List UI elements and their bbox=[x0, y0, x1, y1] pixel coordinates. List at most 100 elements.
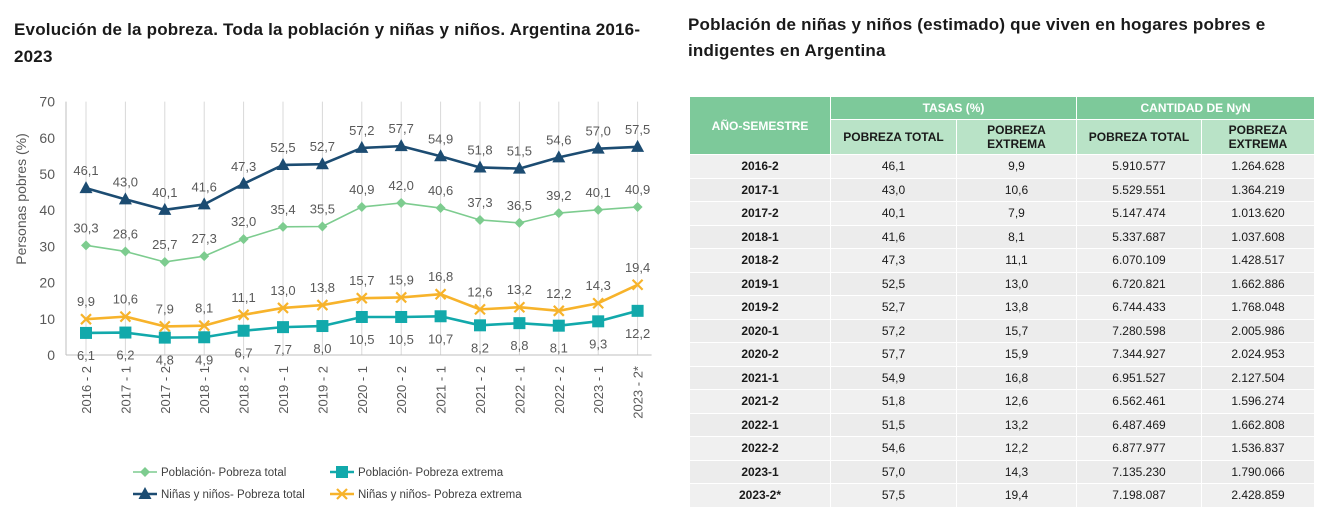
data-point bbox=[512, 161, 526, 174]
y-tick-label: 60 bbox=[39, 130, 55, 146]
table-cell: 9,9 bbox=[956, 154, 1077, 179]
header-count: CANTIDAD DE NyN bbox=[1075, 96, 1316, 120]
data-point bbox=[199, 251, 210, 262]
row-period: 2022-2 bbox=[689, 436, 831, 461]
data-label: 11,1 bbox=[231, 290, 255, 305]
x-tick-label: 2016 - 2 bbox=[79, 366, 94, 414]
table-cell: 1.364.219 bbox=[1200, 177, 1316, 202]
y-tick-label: 10 bbox=[39, 311, 55, 327]
data-point bbox=[592, 315, 605, 328]
data-label: 40,1 bbox=[152, 185, 177, 200]
data-point bbox=[513, 317, 526, 330]
data-point bbox=[394, 139, 408, 152]
table-cell: 2.127.504 bbox=[1200, 365, 1316, 390]
data-label: 54,9 bbox=[428, 131, 453, 146]
y-tick-label: 70 bbox=[39, 94, 55, 110]
header-count-total: POBREZA TOTAL bbox=[1076, 119, 1202, 155]
data-point bbox=[197, 197, 211, 210]
data-point bbox=[473, 160, 487, 173]
table-title: Población de niñas y niños (estimado) qu… bbox=[688, 15, 1266, 60]
table-cell: 12,6 bbox=[956, 389, 1077, 414]
data-point bbox=[158, 331, 171, 344]
row-period: 2018-2 bbox=[689, 248, 831, 273]
row-period: 2018-1 bbox=[689, 224, 831, 249]
table-cell: 16,8 bbox=[956, 365, 1077, 390]
table-cell: 5.147.474 bbox=[1076, 201, 1202, 226]
table-row: 2016-2 46,1 9,9 5.910.577 1.264.628 bbox=[689, 154, 1316, 179]
data-label: 6,2 bbox=[116, 348, 134, 363]
table-cell: 14,3 bbox=[956, 459, 1077, 484]
table-cell: 51,5 bbox=[830, 412, 957, 437]
row-period: 2019-2 bbox=[689, 295, 831, 320]
data-point bbox=[237, 309, 250, 321]
poverty-table: AÑO-SEMESTRE TASAS (%) CANTIDAD DE NyN P… bbox=[689, 96, 1316, 508]
table-cell: 13,0 bbox=[956, 271, 1077, 296]
table-cell: 57,0 bbox=[830, 459, 957, 484]
table-cell: 1.536.837 bbox=[1200, 436, 1316, 461]
data-label: 57,7 bbox=[389, 121, 414, 136]
x-tick-label: 2022 - 2 bbox=[552, 366, 567, 414]
x-tick-label: 2017 - 1 bbox=[118, 366, 133, 414]
data-point bbox=[631, 304, 644, 317]
data-point bbox=[395, 291, 407, 304]
table-cell: 6.720.821 bbox=[1076, 271, 1202, 296]
legend-label: Niñas y niños- Pobreza total bbox=[161, 489, 305, 501]
row-period: 2016-2 bbox=[689, 154, 831, 179]
data-point bbox=[276, 157, 290, 170]
data-point bbox=[591, 141, 605, 154]
data-point bbox=[237, 324, 250, 337]
data-point bbox=[356, 201, 367, 212]
table-cell: 6.877.977 bbox=[1076, 436, 1202, 461]
table-row: 2021-2 51,8 12,6 6.562.461 1.596.274 bbox=[689, 389, 1316, 414]
table-cell: 8,1 bbox=[956, 224, 1077, 249]
data-label: 54,6 bbox=[546, 132, 571, 147]
table-cell: 15,7 bbox=[956, 318, 1077, 343]
table-cell: 6.951.527 bbox=[1076, 365, 1202, 390]
header-rate-extreme: POBREZA EXTREMA bbox=[956, 119, 1077, 155]
table-cell: 10,6 bbox=[956, 177, 1077, 202]
table-cell: 7.344.927 bbox=[1076, 342, 1202, 367]
data-point bbox=[553, 208, 564, 219]
legend-marker bbox=[140, 467, 150, 477]
data-label: 43,0 bbox=[113, 174, 138, 189]
data-label: 47,3 bbox=[231, 159, 256, 174]
legend-label: Niñas y niños- Pobreza extrema bbox=[358, 489, 522, 501]
table-row: 2017-1 43,0 10,6 5.529.551 1.364.219 bbox=[689, 177, 1316, 202]
table-cell: 2.005.986 bbox=[1200, 318, 1316, 343]
table-cell: 7,9 bbox=[956, 201, 1077, 226]
table-cell: 1.790.066 bbox=[1200, 459, 1316, 484]
data-label: 6,1 bbox=[77, 348, 95, 363]
legend-marker bbox=[138, 487, 152, 499]
y-tick-label: 50 bbox=[39, 166, 55, 182]
row-period: 2021-1 bbox=[689, 365, 831, 390]
data-label: 19,4 bbox=[625, 260, 650, 275]
data-label: 30,3 bbox=[73, 220, 98, 235]
data-point bbox=[553, 305, 565, 317]
data-point bbox=[80, 313, 92, 325]
row-period: 2020-1 bbox=[689, 318, 831, 343]
table-cell: 54,6 bbox=[830, 436, 957, 461]
data-point bbox=[278, 221, 288, 232]
table-cell: 13,8 bbox=[956, 295, 1077, 320]
data-label: 25,7 bbox=[152, 237, 177, 252]
x-tick-label: 2022 - 1 bbox=[512, 366, 527, 414]
data-point bbox=[631, 278, 644, 291]
data-point bbox=[238, 234, 249, 245]
table-row: 2022-2 54,6 12,2 6.877.977 1.536.837 bbox=[689, 436, 1316, 461]
y-tick-label: 40 bbox=[39, 202, 55, 218]
data-label: 36,5 bbox=[507, 198, 532, 213]
data-point bbox=[118, 192, 132, 205]
row-period: 2023-2* bbox=[689, 483, 831, 508]
data-label: 10,5 bbox=[349, 332, 374, 347]
table-cell: 2.024.953 bbox=[1200, 342, 1316, 367]
data-label: 12,2 bbox=[546, 286, 571, 301]
chart-title: Evolución de la pobreza. Toda la poblaci… bbox=[14, 20, 641, 66]
data-label: 12,6 bbox=[467, 284, 492, 299]
x-tick-label: 2021 - 2 bbox=[473, 366, 488, 414]
table-cell: 47,3 bbox=[830, 248, 957, 273]
data-point bbox=[80, 326, 92, 339]
table-cell: 5.910.577 bbox=[1076, 154, 1202, 179]
y-tick-label: 30 bbox=[39, 238, 55, 254]
table-cell: 1.596.274 bbox=[1200, 389, 1316, 414]
table-cell: 1.662.808 bbox=[1200, 412, 1316, 437]
